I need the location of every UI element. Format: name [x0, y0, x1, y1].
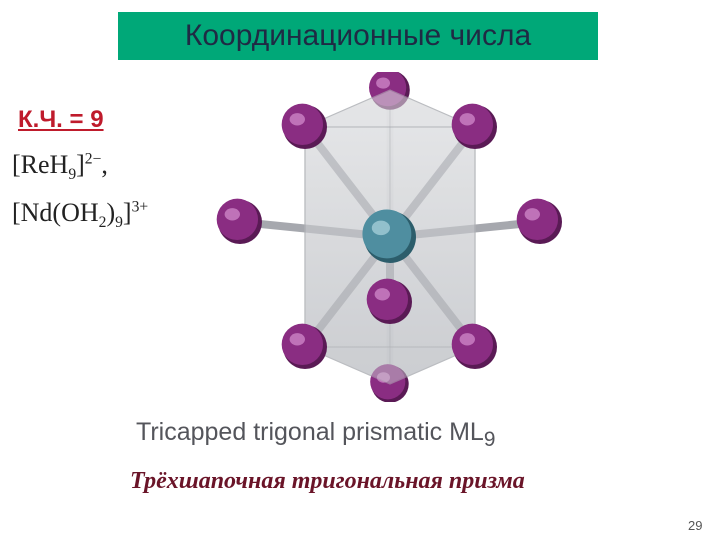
slide-number-text: 29 [688, 518, 702, 533]
formula-1: [ReH9]2−, [12, 150, 108, 184]
slide-number: 29 [688, 518, 702, 533]
formula-2: [Nd(OH2)9]3+ [12, 198, 148, 232]
coordination-number-text: К.Ч. = 9 [18, 106, 104, 133]
english-caption: Tricapped trigonal prismatic ML9 [136, 418, 495, 452]
russian-caption-text: Трёхшапочная тригональная призма [130, 468, 525, 494]
molecular-diagram-svg [210, 72, 570, 402]
molecular-diagram [210, 72, 570, 402]
russian-caption: Трёхшапочная тригональная призма [130, 468, 525, 495]
coordination-number-label: К.Ч. = 9 [18, 106, 104, 134]
page-title: Координационные числа [118, 12, 598, 60]
page-title-text: Координационные числа [185, 19, 531, 52]
